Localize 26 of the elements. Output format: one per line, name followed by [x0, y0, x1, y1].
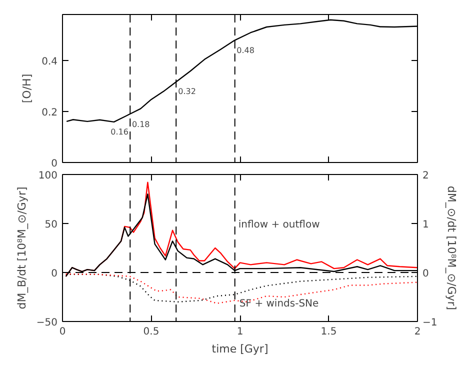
- annotation: 0.16: [110, 128, 128, 137]
- y-tick-label: −50: [36, 318, 58, 328]
- y2-axis-title: dM_⊙/dt [10⁸M_⊙/Gyr]: [445, 186, 458, 310]
- y-tick-label: 0: [51, 158, 58, 170]
- annotation: 0.18: [132, 120, 150, 130]
- x-axis-title: time [Gyr]: [212, 342, 268, 356]
- x-tick-label: 0: [59, 326, 66, 338]
- x-tick-label: 0.5: [143, 326, 160, 338]
- y-tick-label: 0.2: [42, 107, 58, 118]
- y2-tick-label: 1: [422, 220, 429, 230]
- annotation: SF + winds-SNe: [239, 298, 319, 310]
- y2-tick-label: −1: [422, 318, 438, 328]
- annotation: 0.48: [236, 46, 254, 56]
- y-tick-label: 0.4: [42, 56, 58, 68]
- y-axis-title: [O/H]: [20, 74, 34, 104]
- y2-tick-label: 2: [422, 170, 429, 182]
- y-tick-label: 50: [44, 220, 58, 230]
- x-tick-label: 1.5: [320, 326, 337, 338]
- y-axis-title: dM_B/dt [10⁸M_⊙/Gyr]: [15, 186, 28, 310]
- x-tick-label: 1: [236, 326, 244, 338]
- y-tick-label: 0: [51, 268, 58, 280]
- annotation: 0.32: [178, 86, 196, 96]
- x-tick-label: 2: [414, 326, 421, 338]
- y-tick-label: 100: [38, 170, 58, 182]
- annotation: inflow + outflow: [238, 219, 320, 230]
- y2-tick-label: 0: [422, 268, 429, 280]
